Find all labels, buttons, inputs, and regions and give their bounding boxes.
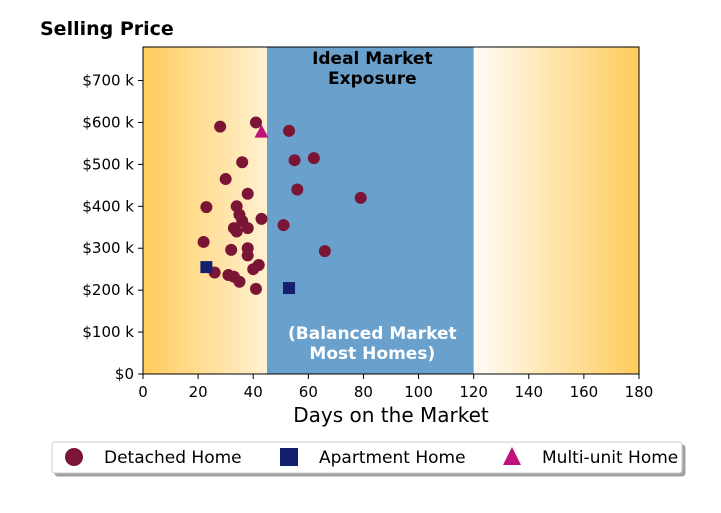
x-tick-label: 120 bbox=[459, 383, 488, 401]
legend-label: Detached Home bbox=[104, 448, 242, 468]
y-tick-label: $100 k bbox=[82, 323, 134, 341]
legend-box bbox=[51, 441, 683, 474]
data-point bbox=[283, 282, 296, 295]
x-axis-title: Days on the Market bbox=[293, 403, 489, 427]
legend-label: Apartment Home bbox=[319, 448, 466, 468]
legend-marker bbox=[503, 447, 521, 465]
data-point bbox=[288, 154, 301, 167]
ideal-market-band bbox=[267, 47, 474, 374]
y-tick-label: $200 k bbox=[82, 281, 134, 299]
legend-marker bbox=[65, 448, 83, 466]
data-point bbox=[283, 124, 296, 137]
data-point bbox=[230, 225, 243, 238]
x-tick-label: 80 bbox=[354, 383, 373, 401]
data-point bbox=[197, 235, 210, 248]
band-bottom-label: Most Homes) bbox=[309, 344, 435, 364]
data-point bbox=[241, 222, 254, 235]
data-point bbox=[307, 152, 320, 165]
chart-title: Selling Price bbox=[40, 18, 174, 40]
plot-frame bbox=[142, 46, 640, 375]
y-tick-label: $500 k bbox=[82, 155, 134, 173]
band-bottom-label: (Balanced Market bbox=[288, 324, 457, 344]
data-point bbox=[200, 201, 213, 214]
x-tick-label: 160 bbox=[570, 383, 599, 401]
y-tick-label: $700 k bbox=[82, 72, 134, 90]
y-tick-label: $0 bbox=[115, 365, 134, 383]
data-point bbox=[200, 261, 213, 274]
legend-item: Multi-unit Home bbox=[503, 447, 678, 468]
data-points bbox=[197, 116, 367, 295]
data-point bbox=[236, 156, 249, 169]
y-tick-label: $300 k bbox=[82, 239, 134, 257]
x-axis-ticks: 0 20 40 60 80 100 120 140 160 180 bbox=[138, 374, 653, 401]
x-tick-label: 140 bbox=[514, 383, 543, 401]
series-detached-home bbox=[197, 116, 367, 295]
legend: Detached Home Apartment Home Multi-unit Ho… bbox=[51, 441, 683, 474]
data-point bbox=[219, 173, 232, 186]
x-tick-label: 60 bbox=[299, 383, 318, 401]
data-point bbox=[249, 282, 262, 295]
x-tick-label: 40 bbox=[244, 383, 263, 401]
data-point bbox=[254, 124, 269, 138]
data-point bbox=[241, 249, 254, 262]
data-point bbox=[233, 275, 246, 288]
band-top-label: Ideal Market bbox=[312, 49, 433, 69]
data-point bbox=[225, 243, 238, 256]
data-point bbox=[354, 191, 367, 204]
data-point bbox=[277, 219, 290, 232]
series-multi-unit-home bbox=[254, 124, 269, 138]
data-point bbox=[318, 245, 331, 258]
data-point bbox=[241, 187, 254, 200]
legend-item: Apartment Home bbox=[280, 448, 466, 468]
x-tick-label: 0 bbox=[138, 383, 148, 401]
data-point bbox=[291, 183, 304, 196]
legend-marker bbox=[280, 448, 298, 466]
y-tick-label: $400 k bbox=[82, 197, 134, 215]
y-axis-ticks: $0 $100 k $200 k $300 k $400 k $500 k $600 k $7… bbox=[82, 72, 143, 383]
x-tick-label: 100 bbox=[404, 383, 433, 401]
data-point bbox=[249, 116, 262, 129]
data-point bbox=[255, 212, 268, 225]
data-point bbox=[247, 263, 260, 276]
x-tick-label: 180 bbox=[625, 383, 654, 401]
data-point bbox=[214, 120, 227, 133]
legend-label: Multi-unit Home bbox=[542, 448, 678, 468]
y-tick-label: $600 k bbox=[82, 113, 134, 131]
legend-item: Detached Home bbox=[65, 448, 242, 468]
band-top-label: Exposure bbox=[328, 69, 417, 89]
series-apartment-home bbox=[200, 261, 296, 295]
x-tick-label: 20 bbox=[189, 383, 208, 401]
